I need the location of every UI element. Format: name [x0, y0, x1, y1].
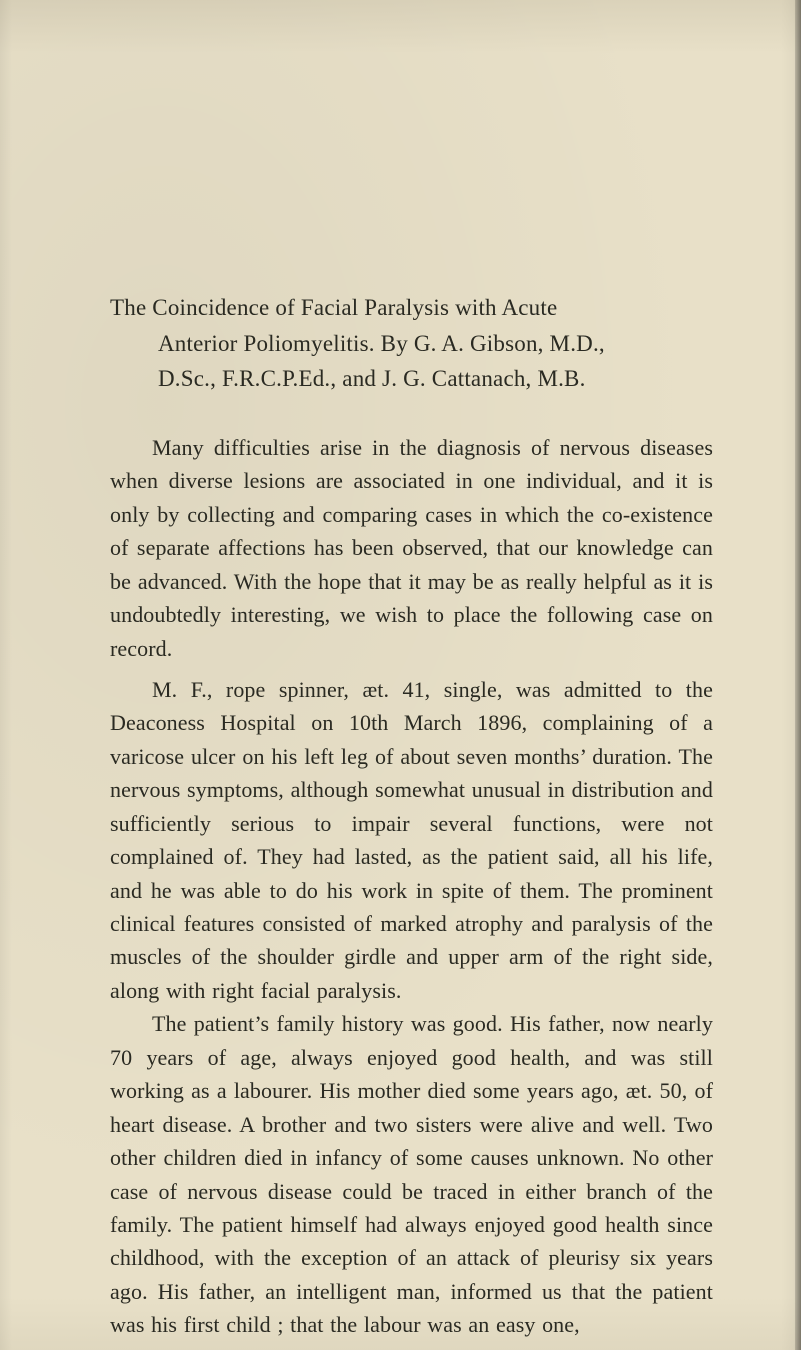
- title-line-1: The Coincidence of Facial Paralysis with…: [110, 290, 713, 326]
- scanned-page: The Coincidence of Facial Paralysis with…: [0, 0, 801, 1350]
- body-paragraph: Many difficulties arise in the diagnosis…: [110, 431, 713, 665]
- title-line-3: D.Sc., F.R.C.P.Ed., and J. G. Cattanach,…: [110, 361, 713, 397]
- title-line-2: Anterior Poliomyelitis. By G. A. Gibson,…: [110, 326, 713, 362]
- body-paragraph: M. F., rope spinner, æt. 41, single, was…: [110, 673, 713, 1007]
- body-paragraph: The patient’s family history was good. H…: [110, 1007, 713, 1341]
- article-title: The Coincidence of Facial Paralysis with…: [110, 290, 713, 397]
- page-edge-shadow: [795, 0, 801, 1350]
